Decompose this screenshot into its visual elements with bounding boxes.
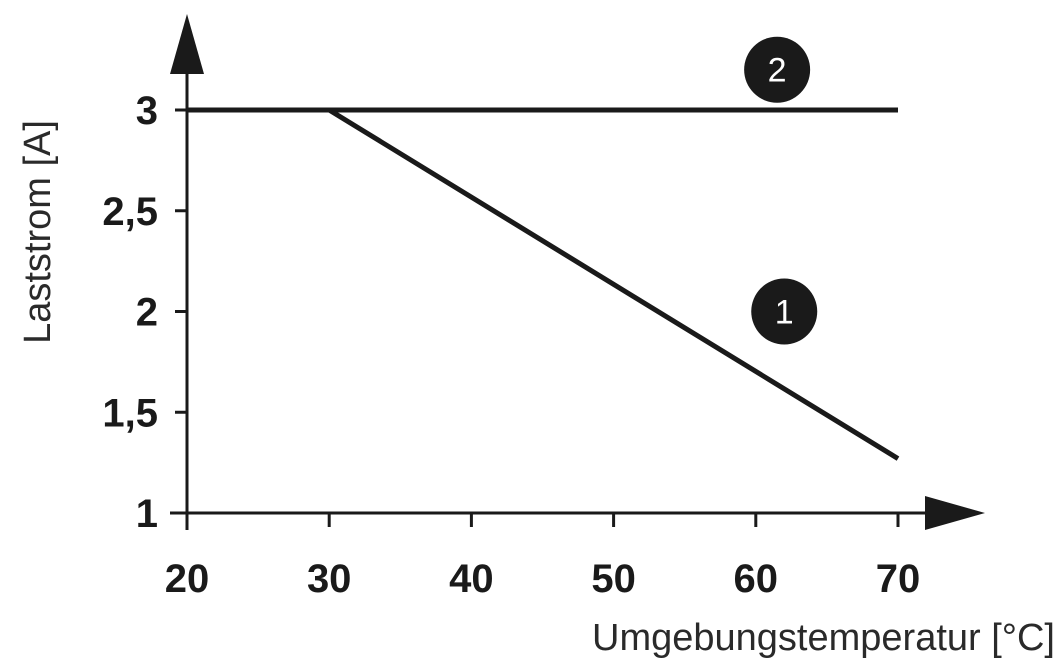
x-axis-arrow [925,496,985,530]
x-tick-label: 20 [165,557,210,601]
y-axis-arrow [170,14,204,74]
marker-label-2: 2 [768,52,787,90]
x-tick-label: 40 [449,557,494,601]
y-tick-label: 1,5 [102,391,158,435]
y-axis-title: Laststrom [A] [17,120,59,344]
y-tick-label: 1 [136,492,158,536]
y-tick-label: 3 [136,89,158,133]
series-group [187,107,900,461]
x-tick-label: 50 [591,557,636,601]
ticks-group: 20 30 40 50 60 70 1 1,5 2 2,5 3 [102,89,920,601]
marker-label-1: 1 [775,294,794,332]
marker-circle-1 [751,278,818,345]
x-tick-label: 70 [876,557,921,601]
x-axis-title: Umgebungstemperatur [°C] [592,617,1055,659]
markers-group: 12 [744,36,818,345]
y-tick-label: 2,5 [102,190,158,234]
x-tick-label: 30 [307,557,352,601]
y-tick-label: 2 [136,291,158,335]
axes [170,14,985,530]
x-tick-label: 60 [734,557,779,601]
marker-circle-2 [744,36,811,103]
